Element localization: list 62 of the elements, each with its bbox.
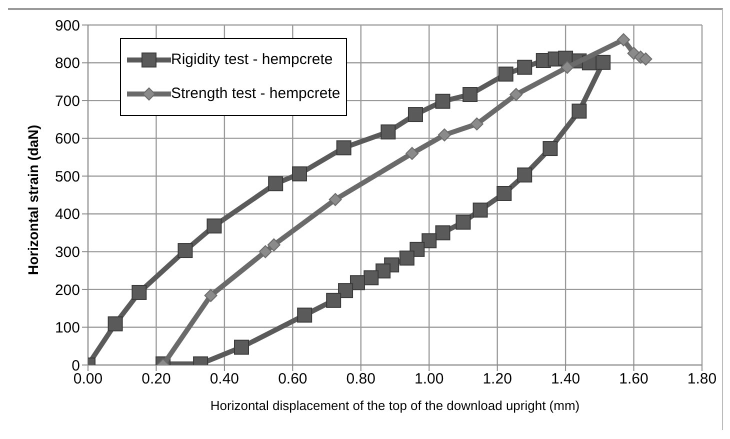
point	[178, 243, 193, 258]
y-axis-title: Horizontal strain (daN)	[24, 124, 41, 275]
point	[399, 250, 414, 266]
point	[596, 54, 611, 70]
point	[350, 275, 365, 290]
x-tick-label: 1.40	[550, 370, 580, 388]
y-tick-label: 500	[54, 168, 80, 186]
point	[108, 316, 123, 332]
point	[268, 176, 284, 192]
point	[572, 104, 587, 119]
point	[456, 214, 471, 230]
y-tick-label: 800	[54, 55, 80, 72]
point	[328, 193, 342, 206]
point	[517, 60, 532, 75]
y-tick-label: 200	[54, 282, 80, 299]
point	[258, 245, 272, 258]
point	[292, 166, 307, 182]
point	[326, 292, 342, 308]
y-tick-label: 900	[54, 17, 80, 34]
point	[408, 107, 423, 122]
point	[496, 186, 512, 201]
y-tick-label: 100	[54, 320, 80, 337]
point	[435, 225, 450, 240]
x-tick-label: 1.80	[687, 370, 717, 388]
y-tick-label: 700	[54, 92, 80, 110]
point	[338, 283, 354, 298]
point	[132, 284, 147, 300]
x-tick-label: 1.20	[482, 370, 512, 388]
y-tick-label: 400	[54, 206, 80, 224]
point	[364, 270, 379, 286]
point	[470, 117, 484, 130]
x-tick-label: 0.40	[210, 370, 240, 388]
point	[422, 233, 437, 248]
point	[517, 167, 532, 182]
point	[435, 94, 450, 109]
point	[498, 66, 514, 82]
legend-label: Rigidity test - hempcrete	[171, 50, 333, 70]
point	[472, 202, 488, 218]
y-tick-label: 600	[54, 130, 80, 148]
point	[617, 33, 630, 46]
point	[234, 340, 249, 355]
point	[204, 288, 218, 302]
point	[206, 218, 222, 234]
y-tick-label: 300	[54, 244, 80, 261]
point	[380, 124, 396, 140]
x-tick-label: 0.20	[142, 370, 171, 388]
point	[639, 52, 652, 66]
point	[406, 146, 419, 160]
point	[267, 238, 280, 252]
point	[560, 60, 574, 74]
x-tick-label: 0.60	[278, 370, 308, 388]
point	[510, 88, 523, 102]
x-tick-label: 1.00	[414, 370, 444, 388]
point	[462, 87, 478, 102]
legend-label: Strength test - hempcrete	[171, 84, 340, 104]
point	[336, 140, 352, 156]
x-tick-label: 1.60	[619, 370, 648, 388]
point	[438, 128, 451, 142]
x-tick-label: 0.80	[346, 370, 376, 388]
point	[542, 141, 558, 156]
point	[297, 308, 312, 323]
x-axis-title: Horizontal displacement of the top of the download upright (mm)	[210, 398, 580, 413]
